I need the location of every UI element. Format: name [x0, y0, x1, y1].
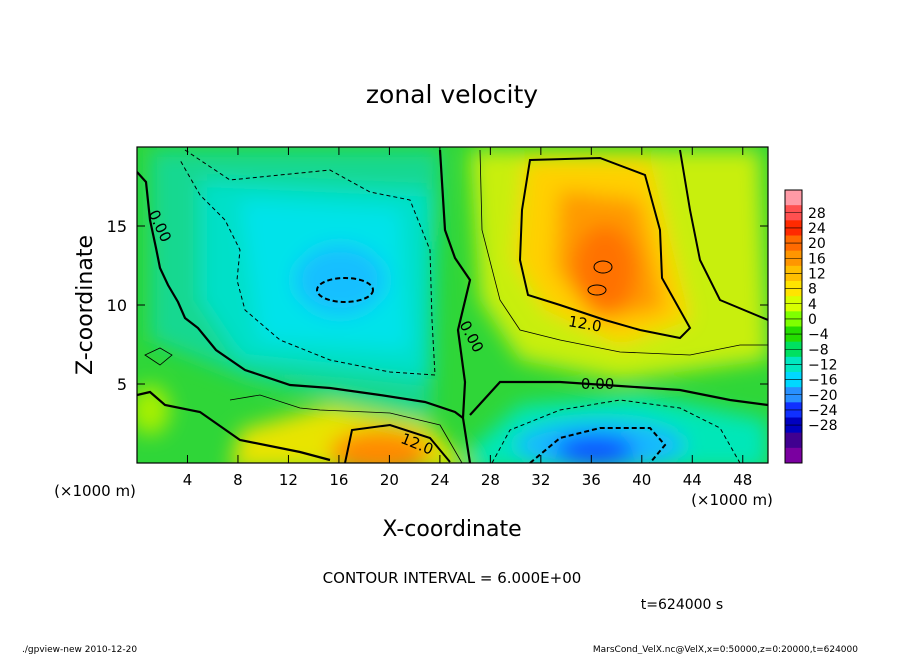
zero-contour-upper-right — [679, 149, 768, 321]
contour-lines — [137, 149, 768, 463]
colorbar-label: −24 — [808, 403, 838, 419]
y-tick-label: 10 — [107, 296, 127, 315]
x-tick-label: 32 — [531, 471, 550, 489]
x-unit-label: (×1000 m) — [691, 491, 773, 509]
colorbar-label: 16 — [808, 251, 826, 267]
contour-6-small — [144, 347, 173, 366]
positive-maximum — [573, 225, 637, 315]
contour-12-lower — [344, 423, 451, 463]
colorbar-bin — [785, 432, 802, 449]
x-tick-label: 24 — [430, 471, 449, 489]
colorbar-label: 4 — [808, 297, 817, 313]
colorbar-label: 0 — [808, 312, 817, 328]
velocity-shading — [137, 150, 768, 463]
zero-contour-left-lower — [137, 390, 331, 462]
y-axis-ticks: 5 10 15 — [107, 217, 768, 394]
colorbar-label: −20 — [808, 388, 838, 404]
contour-label: 12.0 — [567, 312, 603, 336]
negative-minimum — [295, 245, 385, 315]
y-unit-label: (×1000 m) — [54, 482, 136, 500]
colorbar-bin — [785, 190, 802, 206]
colorbar-label: 8 — [808, 282, 817, 298]
colorbar-frame — [784, 189, 803, 464]
contour-minus-12-upper — [316, 277, 374, 303]
contour-minus-12-lower — [529, 427, 667, 463]
time-label: t=624000 s — [641, 597, 723, 613]
left-positive-patch — [137, 385, 170, 435]
x-tick-label: 28 — [481, 471, 500, 489]
zero-contour-center — [438, 149, 472, 463]
colorbar-label: 20 — [808, 236, 826, 252]
colorbar-label: −8 — [808, 342, 829, 358]
contour-18-b — [587, 284, 607, 296]
x-tick-label: 12 — [279, 471, 298, 489]
x-tick-label: 44 — [683, 471, 702, 489]
x-tick-label: 36 — [582, 471, 601, 489]
footer-left: ./gpview-new 2010-12-20 — [22, 645, 137, 654]
contour-interval-label: CONTOUR INTERVAL = 6.000E+00 — [323, 569, 582, 587]
y-tick-label: 5 — [117, 375, 127, 394]
x-tick-label: 8 — [233, 471, 243, 489]
y-tick-label: 15 — [107, 217, 127, 236]
colorbar-label: −4 — [808, 327, 829, 343]
colorbar-label: −16 — [808, 373, 838, 389]
colorbar-bin — [785, 447, 802, 464]
colorbar-label: −28 — [808, 418, 838, 434]
contour-label: 0.00 — [581, 375, 614, 393]
footer-right: MarsCond_VelX.nc@VelX,x=0:50000,z=0:2000… — [593, 645, 858, 654]
x-tick-label: 4 — [183, 471, 193, 489]
zero-contour-left — [137, 171, 464, 419]
y-axis-label: Z-coordinate — [73, 235, 98, 375]
colorbar-label: 28 — [808, 206, 826, 222]
contour-minus-6-upper — [179, 149, 436, 376]
zero-contour-right — [469, 380, 768, 416]
x-tick-label: 16 — [329, 471, 348, 489]
colorbar-label: 12 — [808, 266, 826, 282]
contour-minus-6-lower — [491, 399, 741, 463]
contour-6-left — [229, 394, 463, 463]
contour-18-a — [593, 260, 613, 274]
contour-6-upper — [479, 149, 768, 356]
lower-negative-minimum — [555, 435, 635, 463]
colorbar-label: 24 — [808, 221, 826, 237]
x-axis-label: X-coordinate — [382, 517, 521, 542]
lower-positive-maximum — [330, 430, 430, 463]
x-axis-ticks: 4 8 12 16 20 24 28 32 36 40 44 48 — [183, 147, 752, 489]
colorbar-label: −12 — [808, 357, 838, 373]
chart-title: zonal velocity — [366, 80, 538, 109]
contour-12-upper — [518, 156, 692, 340]
x-tick-label: 20 — [380, 471, 399, 489]
x-tick-label: 40 — [632, 471, 651, 489]
x-tick-label: 48 — [733, 471, 752, 489]
